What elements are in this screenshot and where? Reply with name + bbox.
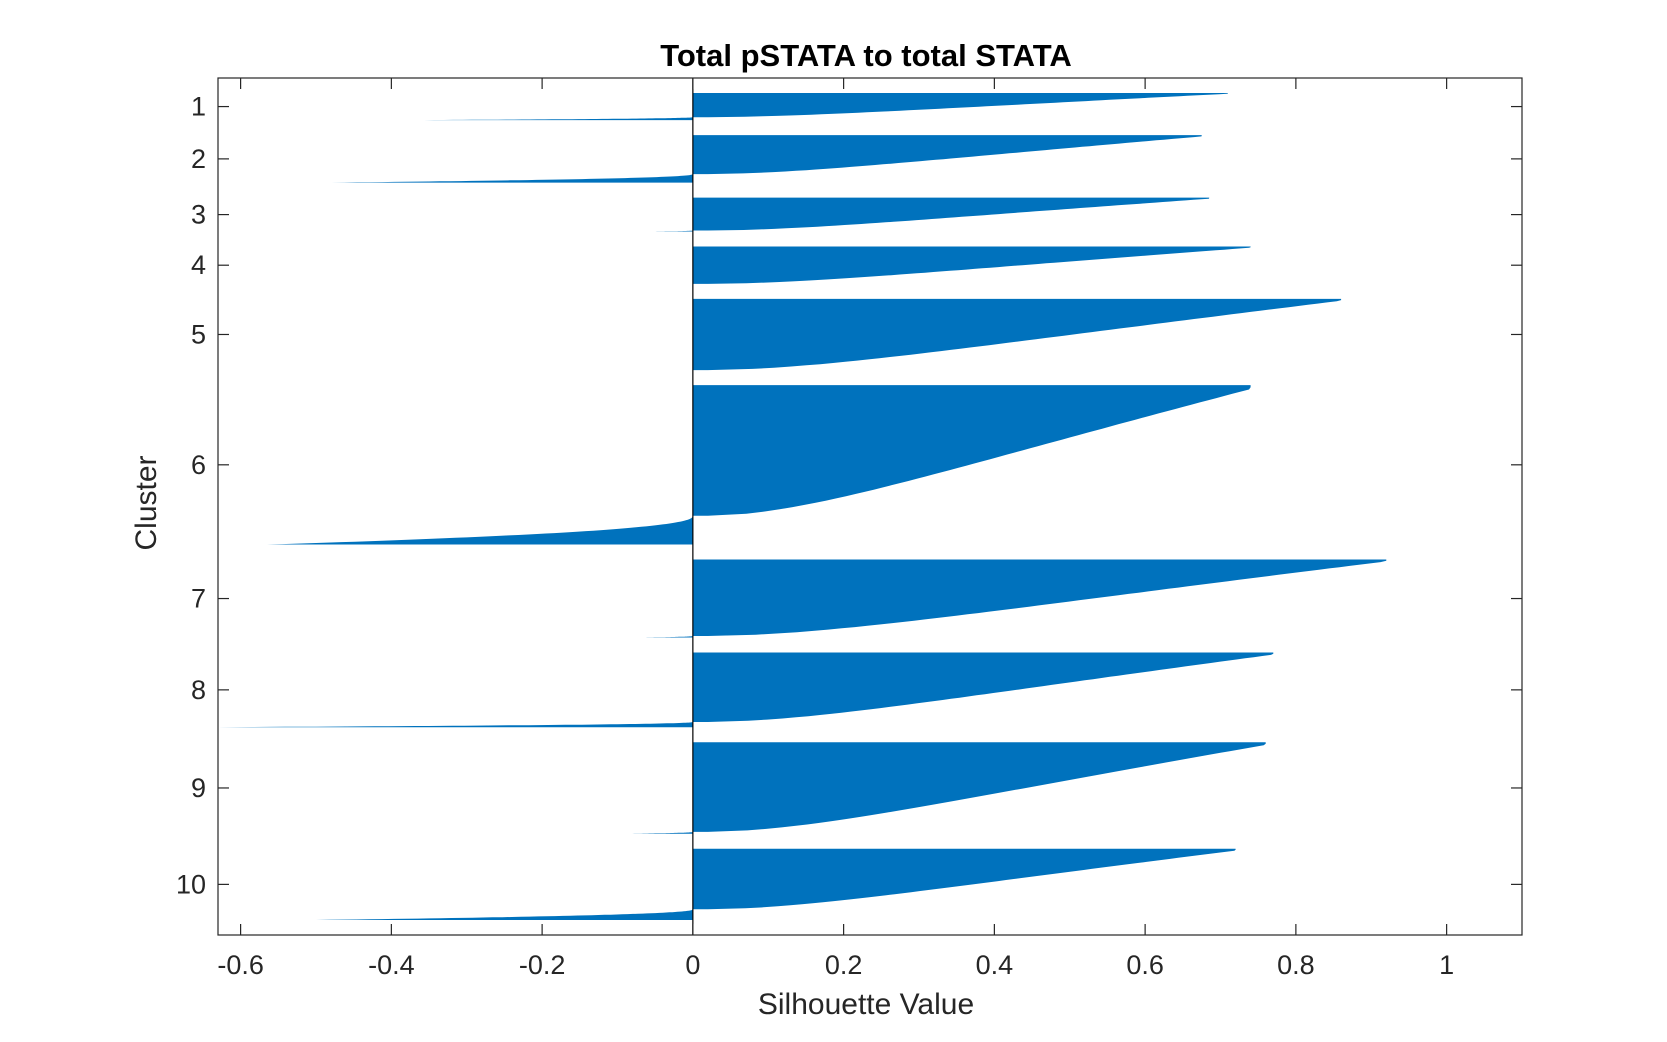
y-tick-label-7: 7	[191, 584, 206, 614]
chart-title: Total pSTATA to total STATA	[660, 38, 1072, 73]
y-tick-label-9: 9	[191, 773, 206, 803]
y-tick-label-2: 2	[191, 144, 206, 174]
cluster-6-negative-bars	[267, 515, 693, 545]
x-axis-label: Silhouette Value	[758, 988, 974, 1021]
y-tick-label-5: 5	[191, 319, 206, 349]
x-tick-label-3: 0	[685, 950, 700, 980]
y-tick-label-6: 6	[191, 450, 206, 480]
cluster-2-positive-bars	[692, 135, 1202, 175]
y-tick-label-3: 3	[191, 200, 206, 230]
x-tick-label-8: 1	[1439, 950, 1454, 980]
cluster-1-positive-bars	[692, 93, 1228, 118]
cluster-7-positive-bars	[692, 559, 1387, 636]
x-tick-label-5: 0.4	[976, 950, 1014, 980]
cluster-1-negative-bars	[414, 117, 693, 121]
cluster-2-negative-bars	[331, 174, 693, 183]
cluster-6-positive-bars	[692, 385, 1251, 516]
y-tick-label-8: 8	[191, 675, 206, 705]
x-tick-label-0: -0.6	[217, 950, 264, 980]
x-tick-label-4: 0.2	[825, 950, 863, 980]
cluster-10-negative-bars	[316, 909, 693, 920]
x-tick-label-1: -0.4	[368, 950, 415, 980]
cluster-7-negative-bars	[640, 636, 693, 638]
cluster-5-positive-bars	[692, 298, 1342, 371]
cluster-3-positive-bars	[692, 197, 1210, 231]
y-tick-label-1: 1	[191, 92, 206, 122]
cluster-9-positive-bars	[692, 742, 1266, 832]
cluster-3-negative-bars	[647, 230, 693, 232]
x-tick-label-2: -0.2	[519, 950, 566, 980]
x-tick-label-7: 0.8	[1277, 950, 1315, 980]
cluster-8-positive-bars	[692, 652, 1274, 722]
y-tick-label-10: 10	[176, 869, 206, 899]
x-tick-label-6: 0.6	[1126, 950, 1164, 980]
y-axis-label: Cluster	[130, 455, 163, 550]
silhouette-bars	[218, 93, 1387, 920]
y-tick-label-4: 4	[191, 250, 206, 280]
cluster-8-negative-bars	[218, 722, 693, 728]
axis-ticks: 1 2 3 4 5 6 7 8 9 10 -0.6 -0.4 -0.2 0 0.2 0.4 0.6 0.8 1	[176, 78, 1522, 980]
cluster-10-positive-bars	[692, 848, 1236, 910]
cluster-9-negative-bars	[625, 831, 693, 834]
cluster-4-positive-bars	[692, 246, 1251, 284]
axes-box	[217, 77, 1523, 936]
